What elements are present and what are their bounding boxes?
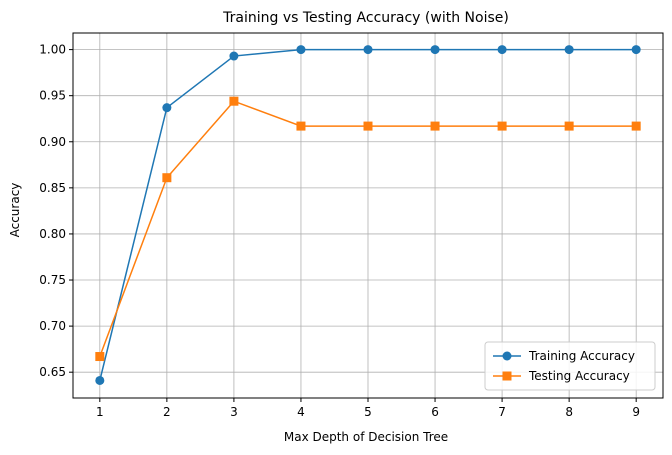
series-1-marker — [430, 45, 440, 55]
x-tick-label: 6 — [431, 405, 439, 419]
series-1-marker — [229, 51, 239, 61]
legend-label: Training Accuracy — [528, 349, 635, 363]
y-tick-label: 1.00 — [39, 43, 66, 57]
x-tick-label: 8 — [565, 405, 573, 419]
legend-box — [484, 341, 656, 391]
y-tick-label: 0.65 — [39, 365, 66, 379]
series-2-marker — [162, 173, 172, 183]
series-1-marker — [95, 375, 105, 385]
legend-marker — [502, 351, 512, 361]
y-tick-label: 0.75 — [39, 273, 66, 287]
y-axis-ticks: 0.65 0.70 0.75 0.80 0.85 0.90 0.95 1.00 — [39, 43, 73, 379]
x-tick-label: 5 — [364, 405, 372, 419]
y-tick-label: 0.95 — [39, 89, 66, 103]
series-2-marker — [363, 121, 373, 131]
chart-title: Training vs Testing Accuracy (with Noise… — [222, 10, 509, 26]
x-tick-label: 2 — [163, 405, 171, 419]
legend-marker — [502, 371, 512, 381]
legend-label: Testing Accuracy — [528, 369, 630, 383]
series-1-marker — [363, 45, 373, 55]
series-2-marker — [631, 121, 641, 131]
x-tick-label: 4 — [297, 405, 305, 419]
y-tick-label: 0.90 — [39, 135, 66, 149]
series-2-marker — [95, 352, 105, 362]
series-layer — [95, 45, 641, 385]
series-2-marker — [497, 121, 507, 131]
x-tick-label: 7 — [498, 405, 506, 419]
x-axis-ticks: 1 2 3 4 5 6 7 8 9 — [96, 398, 640, 419]
y-tick-label: 0.85 — [39, 181, 66, 195]
x-axis-label: Max Depth of Decision Tree — [284, 430, 448, 444]
series-1-marker — [162, 103, 172, 113]
y-tick-label: 0.80 — [39, 227, 66, 241]
series-1-marker — [631, 45, 641, 55]
x-tick-label: 1 — [96, 405, 104, 419]
legend: Training Accuracy Testing Accuracy — [484, 341, 656, 391]
series-2-marker — [296, 121, 306, 131]
series-2-marker — [564, 121, 574, 131]
series-1-marker — [296, 45, 306, 55]
y-tick-label: 0.70 — [39, 319, 66, 333]
x-tick-label: 3 — [230, 405, 238, 419]
series-1-marker — [564, 45, 574, 55]
x-tick-label: 9 — [632, 405, 640, 419]
y-axis-label: Accuracy — [8, 183, 22, 238]
series-1-marker — [497, 45, 507, 55]
series-2-marker — [229, 96, 239, 106]
series-2-marker — [430, 121, 440, 131]
